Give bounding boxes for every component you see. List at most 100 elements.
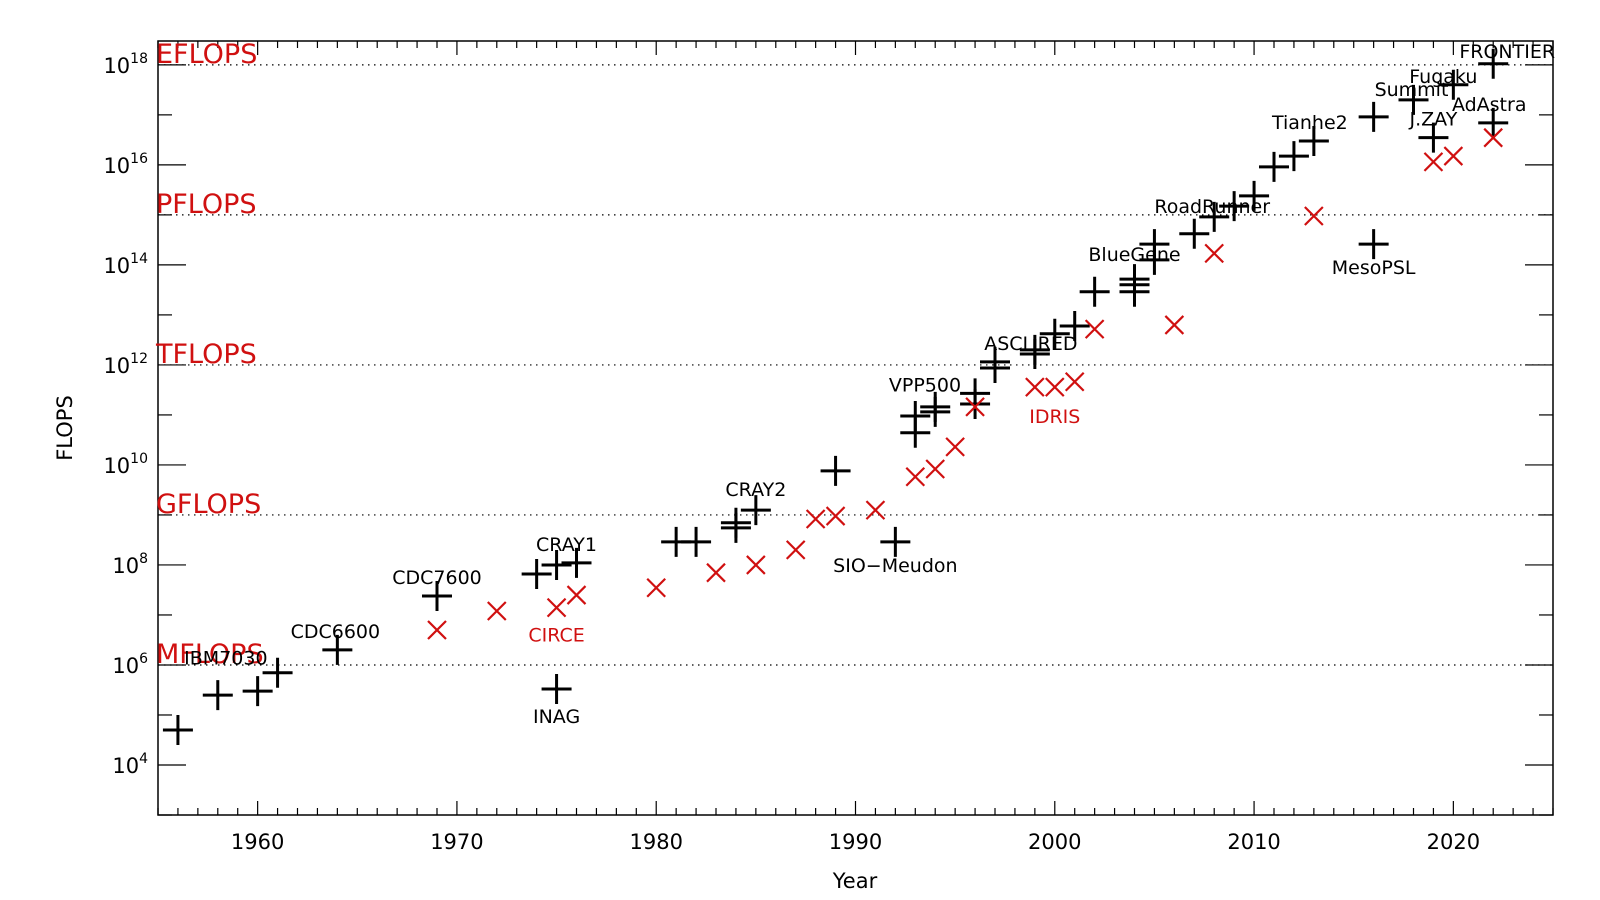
y-tick-exponent: 4 [139, 751, 148, 767]
x-tick-label: 1960 [231, 830, 284, 854]
cross-marker [965, 397, 985, 417]
cross-marker [865, 500, 886, 520]
plus-marker [1478, 48, 1509, 79]
cross-marker [546, 597, 567, 618]
cross-marker [1164, 315, 1185, 335]
machine-label: VPP500 [889, 374, 961, 396]
machine-label: MesoPSL [1332, 257, 1416, 279]
cross-marker [905, 466, 926, 487]
plus-marker [1179, 218, 1210, 249]
x-tick-label: 1970 [430, 830, 483, 854]
plus-marker [242, 676, 273, 707]
machine-label: AdAstra [1452, 94, 1527, 116]
plus-marker [1278, 141, 1309, 172]
machine-label: Fugaku [1409, 66, 1477, 88]
y-tick-base: 10 [103, 254, 130, 278]
y-tick-exponent: 12 [130, 351, 148, 367]
machine-label: ASCI_RED [984, 333, 1077, 355]
cross-marker [1064, 372, 1085, 392]
y-tick-base: 10 [112, 654, 139, 678]
plus-marker [322, 634, 353, 665]
machine-label: CRAY1 [536, 534, 597, 556]
plus-marker [880, 526, 911, 557]
cross-marker [785, 540, 806, 560]
plus-marker [541, 674, 572, 705]
cross-marker [945, 437, 965, 457]
cross-marker [1304, 206, 1324, 226]
reference-labels: MFLOPS GFLOPS TFLOPS PFLOPS EFLOPS [155, 39, 264, 670]
y-tick-base: 10 [112, 554, 139, 578]
x-tick-label: 2020 [1427, 830, 1480, 854]
reference-label: PFLOPS [156, 189, 257, 220]
plus-marker [1358, 229, 1389, 260]
cross-marker [487, 601, 507, 621]
machine-label: CRAY2 [725, 479, 786, 501]
machine-label: SIO−Meudon [833, 555, 957, 577]
plus-marker [1438, 69, 1469, 100]
cross-marker [746, 555, 766, 575]
plus-marker [1358, 101, 1389, 132]
plus-marker [1019, 334, 1050, 365]
machine-label: BlueGene [1088, 244, 1180, 266]
x-ticks: 1960 1970 1980 1990 2000 2010 2020 [157, 41, 1554, 854]
plus-marker [1219, 191, 1250, 222]
cross-marker [646, 577, 666, 598]
plus-marker [1298, 126, 1329, 157]
reference-label: GFLOPS [156, 489, 261, 520]
reference-label: MFLOPS [156, 639, 264, 670]
machine-label: FRONTIER [1459, 41, 1555, 63]
y-tick-base: 10 [103, 54, 130, 78]
cross-marker [825, 506, 846, 526]
y-tick-label: 1010 [103, 451, 148, 478]
x-tick-label: 2000 [1028, 830, 1081, 854]
cross-marker [1025, 377, 1045, 397]
plus-marker [541, 549, 572, 580]
plus-marker [202, 680, 233, 711]
y-tick-label: 106 [112, 651, 148, 678]
x-axis-title: Year [832, 869, 878, 893]
y-tick-label: 108 [112, 551, 148, 578]
plus-marker [960, 389, 991, 420]
y-tick-exponent: 6 [139, 651, 148, 667]
y-tick-label: 1014 [103, 251, 148, 278]
y-tick-exponent: 16 [130, 151, 148, 167]
y-tick-base: 10 [103, 154, 130, 178]
plus-marker [422, 580, 452, 611]
cross-marker [1483, 127, 1503, 148]
plus-marker [720, 512, 751, 543]
plus-marker [162, 715, 193, 746]
machine-labels: IBM7030 CDC6600 CDC7600 CRAY1 INAG CRAY2 SIO−M… [184, 41, 1555, 728]
cross-marker [925, 459, 945, 479]
plus-marker [1398, 84, 1429, 115]
x-tick-label: 2010 [1227, 830, 1280, 854]
plus-marker [1478, 107, 1509, 138]
plus-marker [1418, 122, 1449, 153]
machine-label: Summit [1375, 79, 1449, 101]
plus-marker [1039, 318, 1070, 349]
plus-marker [1259, 151, 1289, 182]
y-axis-title: FLOPS [53, 395, 77, 461]
plus-marker [980, 346, 1010, 377]
machine-label: CDC7600 [392, 567, 482, 589]
machine-label: INAG [533, 706, 580, 728]
plus-marker [1079, 276, 1110, 307]
plus-marker [1239, 180, 1270, 211]
y-tick-label: 1016 [103, 151, 148, 178]
center-label: CIRCE [528, 625, 584, 647]
cross-marker [805, 509, 826, 529]
y-tick-exponent: 10 [130, 451, 148, 467]
y-tick-exponent: 8 [139, 551, 148, 567]
plus-marker [820, 455, 851, 486]
y-tick-exponent: 14 [130, 251, 148, 267]
plus-marker [1199, 201, 1230, 232]
machine-label: J.ZAY [1409, 109, 1458, 131]
plus-marker [561, 547, 592, 578]
cross-marker [566, 585, 587, 605]
machine-label: Tianhe2 [1271, 112, 1348, 134]
cross-marker [1045, 377, 1065, 397]
plus-marker [262, 657, 293, 688]
plus-marker [1139, 229, 1170, 260]
y-tick-label: 1018 [103, 51, 148, 78]
